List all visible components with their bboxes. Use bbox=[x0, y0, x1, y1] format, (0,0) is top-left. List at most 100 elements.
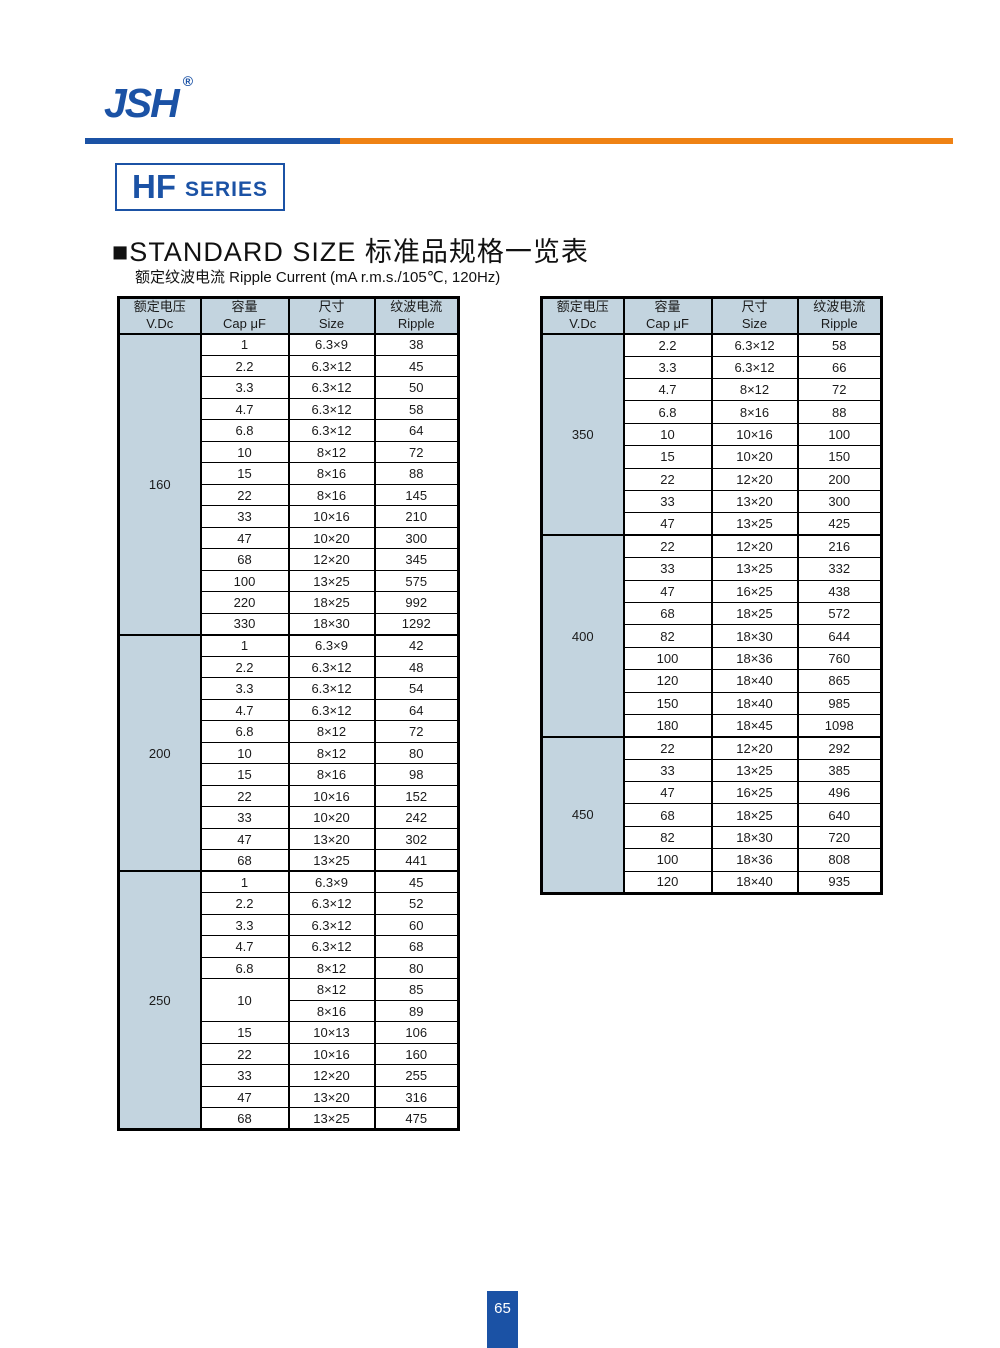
series-badge-main: HF bbox=[131, 168, 176, 205]
cap-cell: 3.3 bbox=[622, 355, 713, 380]
voltage-cell: 350 bbox=[540, 332, 625, 537]
ripple-cell: 438 bbox=[796, 579, 883, 603]
table-row: 120 18×40 865 bbox=[542, 669, 883, 693]
size-cell: 6.3×12 bbox=[287, 376, 376, 399]
cap-cell: 120 bbox=[622, 870, 713, 895]
ripple-cell: 935 bbox=[796, 870, 883, 895]
cap-cell: 47 bbox=[622, 781, 713, 805]
cap-cell: 4.7 bbox=[622, 378, 713, 402]
ripple-cell: 316 bbox=[373, 1085, 460, 1109]
table-row: 330 18×30 1292 bbox=[119, 612, 460, 636]
ripple-cell: 1292 bbox=[373, 612, 460, 636]
ripple-cell: 475 bbox=[373, 1107, 460, 1130]
size-cell: 6.3×12 bbox=[287, 698, 376, 722]
series-badge-sub: SERIES bbox=[184, 178, 269, 201]
table-row: 3.3 6.3×12 60 bbox=[119, 913, 460, 937]
cap-cell: 220 bbox=[199, 591, 290, 614]
table-row: 400 22 12×20 216 bbox=[540, 534, 883, 738]
ripple-cell: 152 bbox=[373, 784, 460, 808]
ripple-cell: 80 bbox=[373, 956, 460, 980]
cap-cell: 82 bbox=[622, 825, 713, 850]
registered-trademark-icon: ® bbox=[182, 73, 194, 90]
size-cell: 13×20 bbox=[287, 1085, 376, 1109]
table-row: 10 8×12 80 bbox=[119, 741, 460, 765]
brand-logo: JSH ® bbox=[104, 73, 193, 127]
ripple-cell: 80 bbox=[373, 741, 460, 765]
ripple-cell: 145 bbox=[373, 483, 460, 507]
ripple-cell: 292 bbox=[796, 735, 883, 760]
ripple-cell: 575 bbox=[373, 569, 460, 593]
divider-orange-segment bbox=[340, 138, 953, 144]
table-row: 350 2.2 6.3×12 58 bbox=[540, 332, 883, 537]
cap-cell: 33 bbox=[622, 557, 713, 581]
size-cell: 16×25 bbox=[710, 781, 799, 805]
page-number: 65 bbox=[494, 1300, 511, 1317]
size-cell: 10×20 bbox=[287, 806, 376, 829]
ripple-cell: 644 bbox=[796, 624, 883, 648]
ripple-cell: 66 bbox=[796, 355, 883, 380]
cap-cell: 100 bbox=[199, 569, 290, 593]
ripple-cell: 42 bbox=[373, 633, 460, 657]
series-badge: HF SERIES bbox=[115, 163, 285, 211]
ripple-cell: 72 bbox=[796, 378, 883, 402]
cap-cell: 2.2 bbox=[622, 332, 713, 357]
size-cell: 6.3×12 bbox=[710, 355, 799, 380]
cap-cell: 68 bbox=[199, 548, 290, 571]
table-row: 68 18×25 640 bbox=[542, 803, 883, 827]
cap-cell: 15 bbox=[199, 1021, 290, 1044]
size-cell: 18×40 bbox=[710, 691, 799, 715]
voltage-cell: 400 bbox=[540, 534, 625, 738]
cap-cell: 6.8 bbox=[622, 400, 713, 424]
ripple-cell: 242 bbox=[373, 806, 460, 829]
ripple-cell: 54 bbox=[373, 677, 460, 700]
size-cell: 13×20 bbox=[710, 490, 799, 514]
cap-cell: 2.2 bbox=[199, 892, 290, 915]
size-cell: 8×12 bbox=[287, 741, 376, 765]
size-cell: 13×25 bbox=[287, 849, 376, 872]
ripple-cell: 45 bbox=[373, 354, 460, 378]
size-cell: 8×16 bbox=[287, 483, 376, 507]
cap-cell: 150 bbox=[622, 691, 713, 715]
cap-cell: 4.7 bbox=[199, 698, 290, 722]
ripple-cell: 760 bbox=[796, 646, 883, 671]
spec-table-left: 额定电压 V.Dc 容量 Cap μF 尺寸 Size 纹波电流 Ripple 160 1 6.3×… bbox=[117, 296, 460, 1131]
size-cell: 18×25 bbox=[710, 601, 799, 626]
ripple-cell: 425 bbox=[796, 512, 883, 536]
table-row: 4.7 6.3×12 68 bbox=[119, 935, 460, 958]
ripple-cell: 210 bbox=[373, 505, 460, 528]
cap-cell: 15 bbox=[199, 763, 290, 786]
ripple-cell: 50 bbox=[373, 376, 460, 399]
table-row: 6.8 6.3×12 64 bbox=[119, 419, 460, 442]
cap-cell: 120 bbox=[622, 669, 713, 693]
size-cell: 6.3×9 bbox=[287, 332, 376, 356]
cap-cell: 4.7 bbox=[199, 935, 290, 958]
size-cell: 6.3×12 bbox=[710, 332, 799, 357]
table-row: 33 13×25 385 bbox=[542, 758, 883, 783]
ripple-header: 纹波电流 Ripple bbox=[373, 296, 460, 335]
cap-cell: 22 bbox=[622, 534, 713, 559]
header-divider bbox=[85, 138, 953, 144]
ripple-cell: 496 bbox=[796, 781, 883, 805]
cap-cell: 2.2 bbox=[199, 354, 290, 378]
ripple-cell: 808 bbox=[796, 848, 883, 872]
size-cell: 6.3×12 bbox=[287, 419, 376, 442]
table-row: 10 8×12 85 bbox=[119, 978, 460, 1023]
voltage-cell: 450 bbox=[540, 735, 625, 895]
cap-cell: 68 bbox=[622, 601, 713, 626]
size-cell: 18×25 bbox=[710, 803, 799, 827]
ripple-cell: 332 bbox=[796, 557, 883, 581]
table-row: 200 1 6.3×9 42 bbox=[117, 633, 460, 873]
size-cell: 8×12 bbox=[287, 978, 376, 1001]
size-cell: 8×16 bbox=[710, 400, 799, 424]
cap-cell: 22 bbox=[199, 1042, 290, 1066]
size-cell: 6.3×9 bbox=[287, 633, 376, 657]
size-cell: 6.3×12 bbox=[287, 913, 376, 937]
cap-cell: 1 bbox=[199, 633, 290, 657]
cap-cell: 6.8 bbox=[199, 419, 290, 442]
table-row: 33 10×16 210 bbox=[119, 505, 460, 528]
cap-cell: 33 bbox=[199, 1064, 290, 1087]
table-row: 22 10×16 152 bbox=[119, 784, 460, 808]
cap-cell: 330 bbox=[199, 612, 290, 636]
table-row: 3.3 6.3×12 66 bbox=[542, 355, 883, 380]
cap-cell: 10 bbox=[199, 741, 290, 765]
